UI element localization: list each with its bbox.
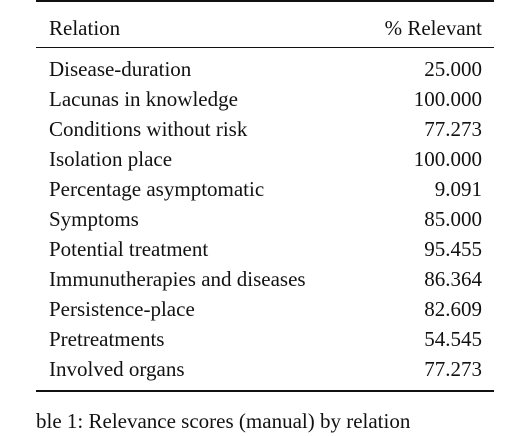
header-relation: Relation bbox=[49, 16, 121, 40]
table-row: Immunutherapies and diseases 86.364 bbox=[36, 264, 494, 294]
table-row: Pretreatments 54.545 bbox=[36, 324, 494, 354]
cell-relevant: 100.000 bbox=[413, 87, 482, 111]
cell-relevant: 86.364 bbox=[424, 267, 482, 291]
cell-relation: Percentage asymptomatic bbox=[49, 177, 265, 201]
table-row: Percentage asymptomatic 9.091 bbox=[36, 174, 494, 204]
table-body: Disease-duration 25.000 Lacunas in knowled… bbox=[36, 48, 494, 384]
table-header-rule bbox=[36, 47, 494, 48]
relevance-table: Relation % Relevant Disease-duration 25.0… bbox=[36, 0, 494, 392]
header-relevant: % Relevant bbox=[384, 16, 482, 40]
table-row: Conditions without risk 77.273 bbox=[36, 114, 494, 144]
cell-relevant: 85.000 bbox=[424, 207, 482, 231]
cell-relation: Potential treatment bbox=[49, 237, 209, 261]
cell-relevant: 9.091 bbox=[434, 177, 482, 201]
cell-relation: Symptoms bbox=[49, 207, 139, 231]
table-top-rule bbox=[36, 0, 494, 2]
cell-relevant: 95.455 bbox=[424, 237, 482, 261]
table-row: Symptoms 85.000 bbox=[36, 204, 494, 234]
table-row: Isolation place 100.000 bbox=[36, 144, 494, 174]
cell-relation: Pretreatments bbox=[49, 327, 165, 351]
cell-relevant: 100.000 bbox=[413, 147, 482, 171]
cell-relevant: 77.273 bbox=[424, 117, 482, 141]
table-row: Involved organs 77.273 bbox=[36, 354, 494, 384]
cell-relation: Immunutherapies and diseases bbox=[49, 267, 306, 291]
cell-relevant: 77.273 bbox=[424, 357, 482, 381]
cell-relevant: 54.545 bbox=[424, 327, 482, 351]
table-bottom-rule bbox=[36, 390, 494, 392]
table-caption: ble 1: Relevance scores (manual) by rela… bbox=[36, 409, 411, 433]
table-row: Persistence-place 82.609 bbox=[36, 294, 494, 324]
cell-relation: Isolation place bbox=[49, 147, 173, 171]
cell-relevant: 82.609 bbox=[424, 297, 482, 321]
table-row: Potential treatment 95.455 bbox=[36, 234, 494, 264]
table-row: Disease-duration 25.000 bbox=[36, 54, 494, 84]
cell-relation: Lacunas in knowledge bbox=[49, 87, 238, 111]
cell-relation: Disease-duration bbox=[49, 57, 192, 81]
cell-relation: Persistence-place bbox=[49, 297, 195, 321]
cell-relevant: 25.000 bbox=[424, 57, 482, 81]
cell-relation: Involved organs bbox=[49, 357, 185, 381]
cell-relation: Conditions without risk bbox=[49, 117, 248, 141]
table-row: Lacunas in knowledge 100.000 bbox=[36, 84, 494, 114]
table-header-row: Relation % Relevant bbox=[36, 9, 494, 47]
